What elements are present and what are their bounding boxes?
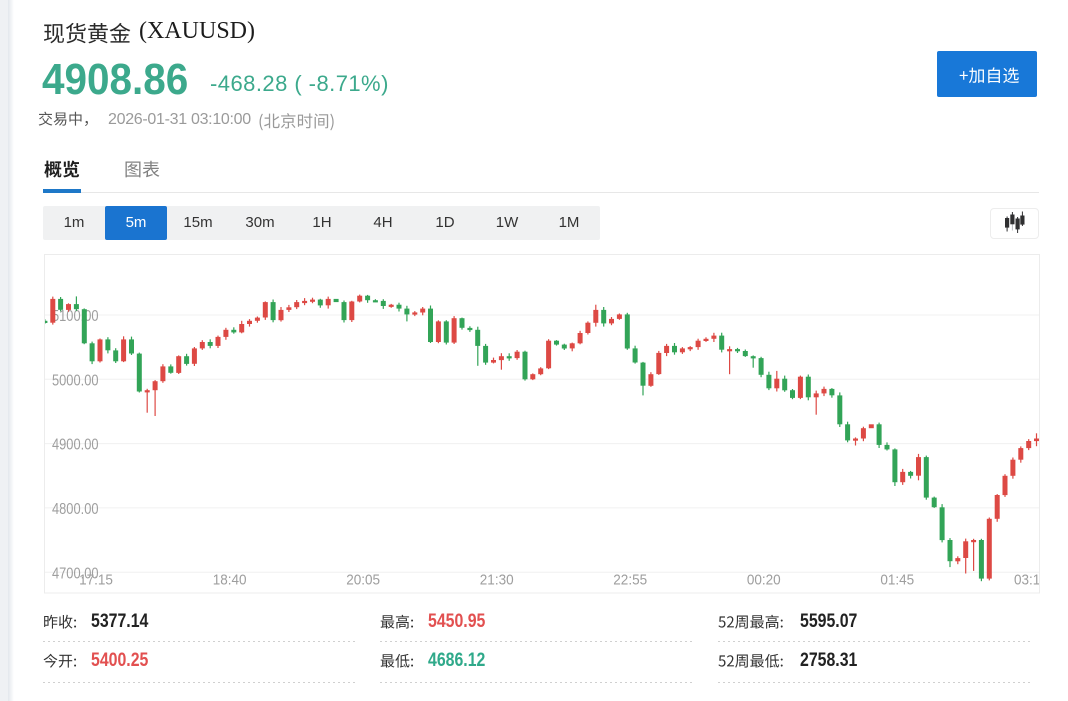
svg-text:5100.00: 5100.00: [52, 308, 99, 325]
svg-text:20:05: 20:05: [346, 572, 380, 588]
svg-text:17:15: 17:15: [79, 572, 113, 588]
svg-text:4900.00: 4900.00: [52, 437, 99, 454]
svg-text:5000.00: 5000.00: [52, 372, 99, 389]
svg-text:21:30: 21:30: [479, 572, 513, 588]
svg-text:03:10: 03:10: [1014, 572, 1040, 588]
svg-text:22:55: 22:55: [613, 572, 647, 588]
svg-text:18:40: 18:40: [212, 572, 246, 588]
svg-text:4800.00: 4800.00: [52, 501, 99, 518]
svg-text:00:20: 00:20: [746, 572, 780, 588]
svg-text:4700.00: 4700.00: [52, 565, 99, 582]
svg-text:01:45: 01:45: [880, 572, 914, 588]
